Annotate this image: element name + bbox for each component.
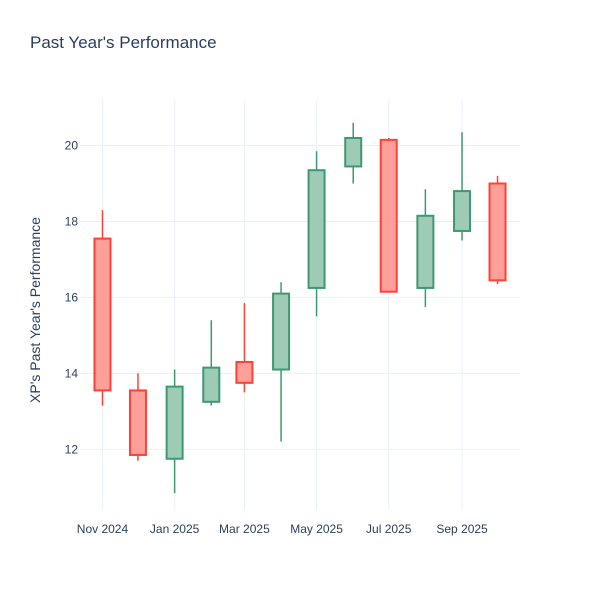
candle-decreasing[interactable] xyxy=(235,303,254,393)
candle-increasing[interactable] xyxy=(202,320,221,406)
candle-increasing[interactable] xyxy=(307,151,326,317)
candle-body xyxy=(93,237,112,392)
candle-increasing[interactable] xyxy=(272,282,291,442)
x-tick-label: Jul 2025 xyxy=(366,522,412,536)
candle-decreasing[interactable] xyxy=(488,175,507,285)
candle-increasing[interactable] xyxy=(165,369,184,493)
candle-layer xyxy=(93,122,507,493)
x-tick-label: Nov 2024 xyxy=(77,522,129,536)
candle-increasing[interactable] xyxy=(344,122,363,184)
x-tick-label: Jan 2025 xyxy=(150,522,200,536)
tick-layer: 12 14 16 18 20 Nov 2024 Jan 2025 Mar 2025 May 20… xyxy=(65,139,488,536)
candle-body xyxy=(272,292,291,371)
candle-increasing[interactable] xyxy=(453,132,472,241)
candle-increasing[interactable] xyxy=(416,189,435,307)
candle-body xyxy=(235,360,254,384)
candle-decreasing[interactable] xyxy=(128,373,147,461)
x-tick-label: Mar 2025 xyxy=(219,522,270,536)
y-tick-label: 18 xyxy=(65,214,79,228)
y-tick-label: 20 xyxy=(65,139,79,153)
candle-body xyxy=(344,136,363,168)
candle-body xyxy=(307,169,326,289)
candle-decreasing[interactable] xyxy=(93,210,112,406)
y-tick-label: 14 xyxy=(65,366,79,380)
chart-title: Past Year's Performance xyxy=(30,33,217,52)
candle-body xyxy=(379,138,398,293)
candle-body xyxy=(416,214,435,289)
candle-body xyxy=(165,385,184,460)
candle-decreasing[interactable] xyxy=(379,137,398,293)
candle-body xyxy=(453,190,472,232)
x-tick-label: May 2025 xyxy=(290,522,343,536)
candle-body xyxy=(128,389,147,456)
y-tick-label: 12 xyxy=(65,442,79,456)
y-tick-label: 16 xyxy=(65,290,79,304)
x-tick-label: Sep 2025 xyxy=(436,522,488,536)
candle-body xyxy=(488,182,507,282)
candle-body xyxy=(202,366,221,403)
y-axis-title: XP's Past Year's Performance xyxy=(27,217,43,403)
